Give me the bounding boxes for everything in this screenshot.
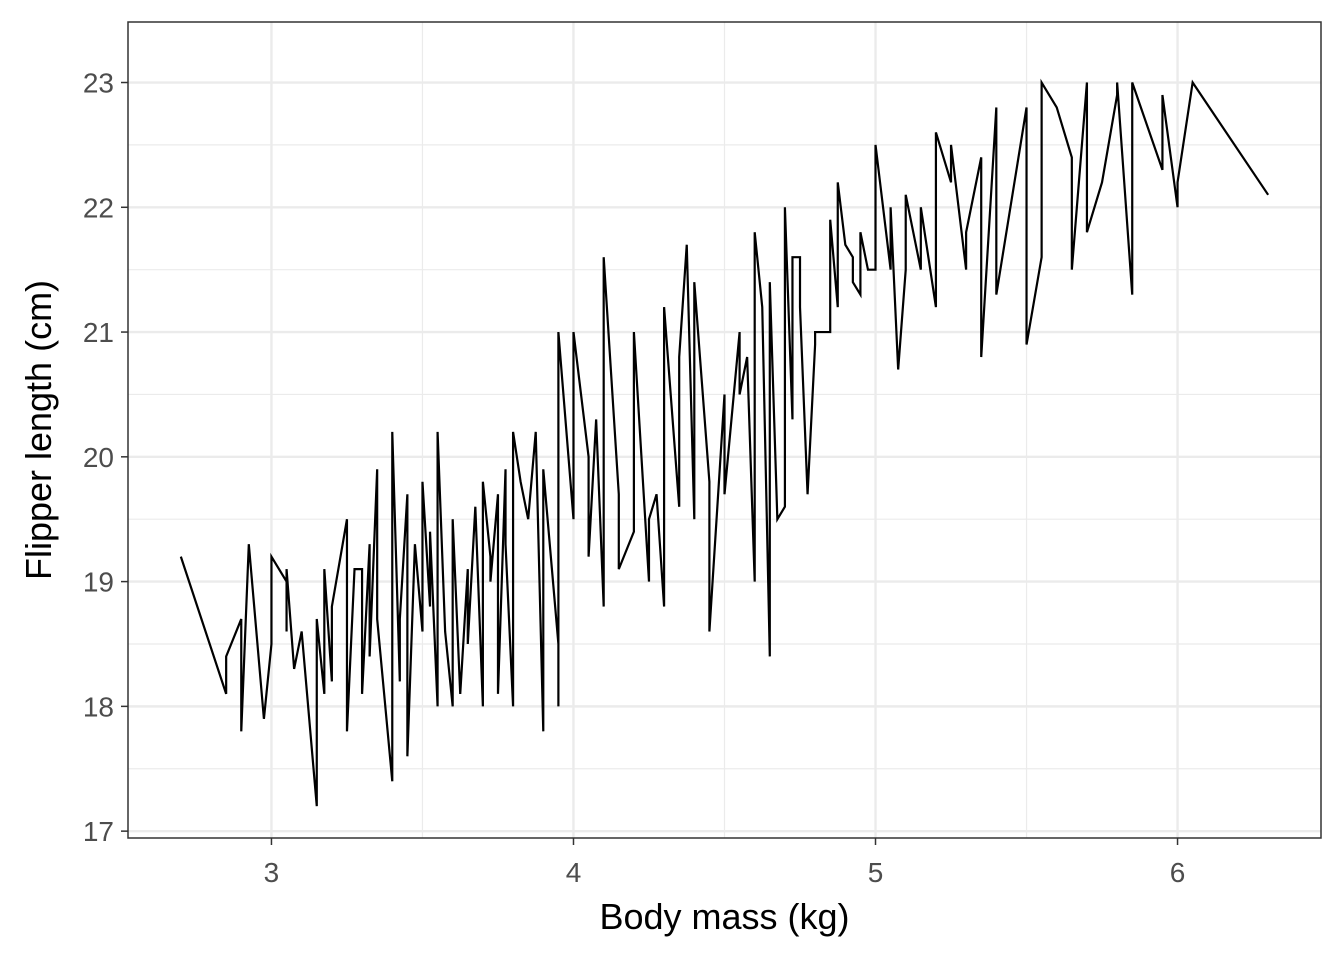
y-tick-label: 21 bbox=[83, 317, 114, 348]
y-tick-label: 18 bbox=[83, 691, 114, 722]
x-axis-title: Body mass (kg) bbox=[599, 896, 849, 937]
x-axis-ticks: 3 4 5 6 bbox=[264, 838, 1186, 888]
y-axis-ticks: 17 18 19 20 21 22 23 bbox=[83, 68, 128, 847]
y-tick-label: 19 bbox=[83, 567, 114, 598]
y-tick-label: 22 bbox=[83, 192, 114, 223]
panel-border bbox=[127, 21, 1322, 839]
series-line bbox=[179, 78, 1270, 807]
y-tick-label: 17 bbox=[83, 816, 114, 847]
x-tick-label: 6 bbox=[1170, 857, 1186, 888]
y-tick-label: 20 bbox=[83, 442, 114, 473]
x-tick-label: 5 bbox=[868, 857, 884, 888]
y-axis-title: Flipper length (cm) bbox=[18, 280, 59, 580]
y-tick-label: 23 bbox=[83, 68, 114, 99]
x-tick-label: 3 bbox=[264, 857, 280, 888]
x-tick-label: 4 bbox=[566, 857, 582, 888]
